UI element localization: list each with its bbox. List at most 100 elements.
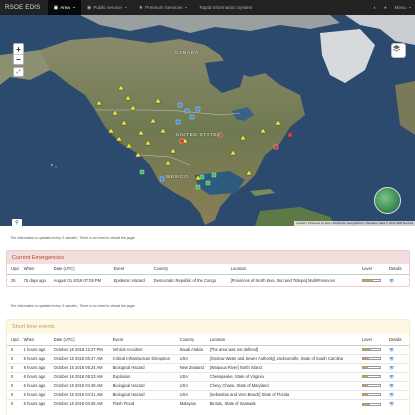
nav-rapid-information-system[interactable]: Rapid Information System [193,0,258,15]
event-map[interactable]: CANADA UNITED STATES MEXICO + − ⤢ ⚲ Leaf… [0,15,415,226]
col-when[interactable]: When [21,334,52,346]
current-emergencies-panel: Current Emergencies Upd. When Date (UTC)… [6,250,410,287]
cell-level [360,353,387,363]
map-icon: ▣ [53,4,59,11]
cell-upd: 0 [7,353,22,363]
cell-upd: 0 [7,380,22,390]
cell-event: Biological Hazard [110,389,178,399]
cell-when: 6 hours ago [21,353,52,363]
current-emergencies-table: Upd. When Date (UTC) Event Country Locat… [7,264,409,286]
eye-icon[interactable]: 👁 [389,277,395,283]
col-level[interactable]: Level [360,334,387,346]
nav-area[interactable]: ▣ Area [47,0,81,15]
level-bar [362,384,381,388]
short-time-events-title: Short time events [7,320,409,334]
cell-when: 6 hours ago [21,389,52,399]
eye-icon[interactable]: 👁 [389,392,395,397]
col-upd[interactable]: Upd. [7,264,22,275]
col-details[interactable]: Details [387,334,409,346]
cell-when: 6 hours ago [21,371,52,381]
cell-details: 👁 [387,371,409,381]
level-bar [362,279,381,283]
map-attribution: Leaflet | Powered by Esri | Earthstar Ge… [294,220,415,226]
cell-level [360,362,387,372]
cell-location: [Onslow Water and Sewer Authority] Jacks… [207,353,360,363]
cell-details: 👁 [387,389,409,399]
col-details[interactable]: Details [387,264,409,275]
nav-public-service[interactable]: ◉ Public service [81,0,133,15]
col-event[interactable]: Event [111,264,152,275]
fullscreen-button[interactable]: ⤢ [13,67,24,77]
cell-when: 1 hours ago [21,344,52,354]
col-country[interactable]: Country [151,264,229,275]
nav-premium-services-label: Premium Services [145,5,183,10]
eye-icon[interactable]: 👁 [389,356,395,361]
eye-icon[interactable]: 👁 [389,383,395,388]
search-icon: ⚲ [15,220,19,226]
cell-location: [Waipoua River] North Island [207,362,360,372]
menu-button[interactable]: Menu [391,0,415,15]
col-date[interactable]: Date (UTC) [51,334,111,346]
brand-logo[interactable]: RSOE EDIS [5,4,41,11]
col-location[interactable]: Location [228,264,360,275]
nav-premium-services[interactable]: ★ Premium Services [133,0,194,15]
cell-event: Flash Flood [110,398,178,408]
cell-country: USA [177,389,208,399]
col-country[interactable]: Country [177,334,208,346]
cell-date: October 16 2018 05:24 AM [51,362,111,372]
col-location[interactable]: Location [207,334,360,346]
cell-upd: 0 [7,389,22,399]
eye-icon[interactable]: 👁 [389,365,395,370]
eye-icon[interactable]: 👁 [389,401,395,407]
table-header-row: Upd. When Date (UTC) Event Country Locat… [7,334,409,346]
eye-icon[interactable]: 👁 [389,374,395,379]
cell-country: USA [177,371,208,381]
cell-level [360,371,387,381]
cell-event: Explosion [110,371,178,381]
zoom-in-button[interactable]: + [16,44,21,54]
cell-date: October 16 2018 04:48 AM [51,380,111,390]
cell-details: 👁 [387,273,409,286]
nav-area-label: Area [60,5,70,10]
minimap-search-button[interactable]: ⚲ [12,219,22,226]
col-level[interactable]: Level [360,264,387,275]
level-bar [362,348,381,352]
level-bar [362,375,381,379]
menu-label: Menu [394,5,407,10]
cell-location: Chesapeake, State of Virginia [207,371,360,381]
col-when[interactable]: When [21,264,52,275]
zoom-out-button[interactable]: − [14,54,23,64]
layers-button[interactable] [391,43,406,58]
cell-level [360,380,387,390]
cell-details: 👁 [387,353,409,363]
cell-details: 👁 [387,380,409,390]
star-icon: ★ [138,4,144,11]
cell-level [360,344,387,354]
cell-details: 👁 [387,398,409,408]
cell-country: USA [177,380,208,390]
notifications-button[interactable]: ♦ [380,0,390,15]
col-date[interactable]: Date (UTC) [51,264,112,275]
level-bar [362,402,381,406]
cell-when: 8 hours ago [21,362,52,372]
eye-icon[interactable]: 👁 [389,347,395,352]
contrast-toggle[interactable]: ◐ [369,0,380,15]
minimap-globe[interactable] [374,187,401,214]
navbar-right: ◐ ♦ Menu [369,0,415,15]
chevron-down-icon [124,7,127,8]
cell-upd: 0 [7,371,22,381]
table-row[interactable]: 25 75 days ago August 01 2018 07:05 PM E… [7,273,409,286]
cell-date: October 16 2018 04:41 AM [51,389,111,399]
level-bar [362,366,381,370]
level-bar [362,357,381,361]
col-upd[interactable]: Upd. [7,334,22,346]
col-event[interactable]: Event [110,334,178,346]
cell-level [360,273,387,286]
